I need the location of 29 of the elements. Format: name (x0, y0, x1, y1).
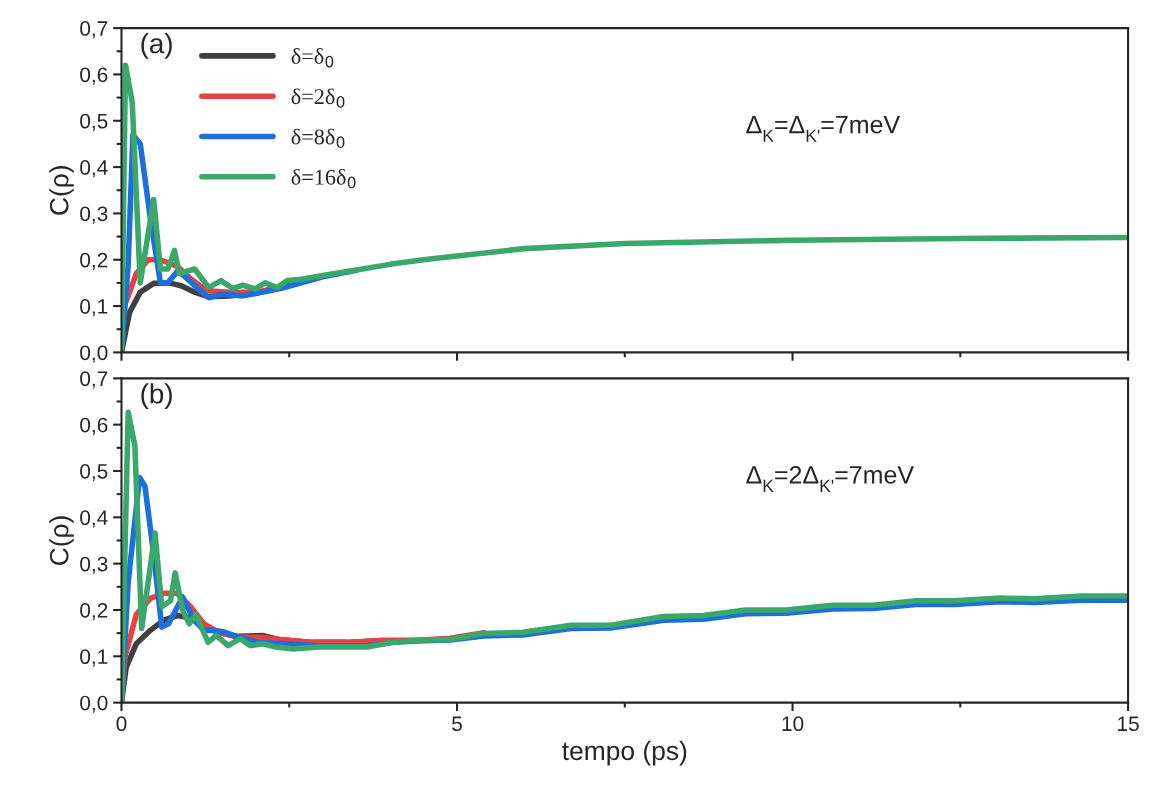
y-tick-label: 0,2 (80, 602, 108, 621)
legend-label: δ=δ$_{0}$ (291, 48, 334, 68)
y-tick-label: 0,0 (80, 345, 108, 363)
y-tick-label: 0,4 (80, 510, 108, 528)
legend-label: δ=8δ$_{0}$ (291, 128, 345, 149)
y-tick-label: 0,2 (80, 252, 108, 270)
x-tick-label: 5 (452, 716, 462, 732)
legend-label: δ=2δ$_{0}$ (291, 88, 345, 108)
y-tick-label: 0,0 (80, 695, 108, 713)
y-tick-label: 0,5 (80, 113, 108, 131)
y-tick-label: 0,3 (80, 206, 108, 224)
legend-label: δ=16δ$_{0}$ (291, 168, 356, 189)
y-axis-title: C(ρ) (49, 166, 74, 215)
x-tick-label: 0 (116, 716, 127, 732)
y-tick-label: 0,1 (80, 649, 108, 667)
y-tick-label: 0,1 (80, 299, 108, 317)
y-tick-label: 0,5 (80, 463, 108, 482)
x-tick-label: 15 (1118, 716, 1139, 732)
y-tick-label: 0,7 (80, 371, 108, 389)
y-axis-title: C(ρ) (49, 516, 74, 565)
y-tick-label: 0,6 (80, 417, 108, 435)
x-tick-label: 10 (782, 716, 804, 732)
y-tick-label: 0,6 (80, 67, 108, 85)
annotation: (a) (141, 32, 172, 59)
annotation: (b) (141, 383, 172, 410)
x-axis-title: tempo (ps) (562, 740, 687, 766)
y-tick-label: 0,4 (80, 160, 108, 178)
y-tick-label: 0,3 (80, 556, 108, 574)
y-tick-label: 0,7 (80, 21, 108, 39)
